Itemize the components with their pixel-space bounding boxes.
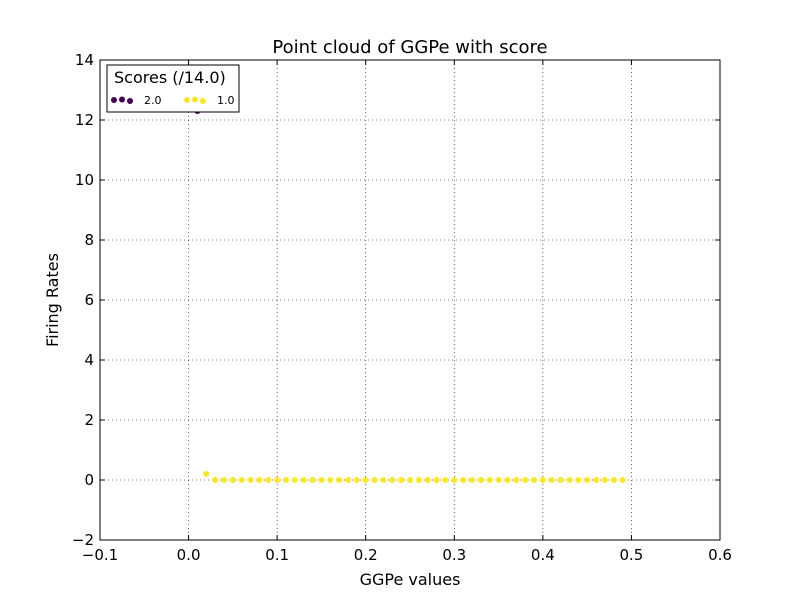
data-point: [398, 477, 405, 483]
y-axis-label: Firing Rates: [43, 253, 62, 347]
data-point: [203, 471, 210, 477]
x-axis-label: GGPe values: [360, 570, 461, 589]
y-tick-label: 8: [84, 231, 94, 249]
axis-ticks: −0.1 0.0 0.1 0.2 0.3 0.4 0.5 0.6 −2 0 2 4 6 8 10 12 14: [72, 51, 732, 564]
data-point: [486, 477, 493, 483]
x-tick-label: 0.0: [177, 546, 201, 564]
x-tick-label: 0.2: [354, 546, 378, 564]
y-tick-label: −2: [72, 531, 94, 549]
data-point: [584, 477, 591, 483]
legend-label: 2.0: [144, 94, 162, 107]
data-point: [345, 477, 351, 483]
data-point: [212, 477, 219, 483]
data-point: [433, 477, 440, 483]
x-tick-label: 0.5: [619, 546, 643, 564]
data-point: [274, 477, 281, 483]
data-point: [469, 477, 475, 483]
legend-marker: [192, 96, 198, 103]
data-point: [593, 477, 599, 483]
data-point: [407, 477, 413, 483]
data-point: [265, 477, 272, 483]
data-points: [194, 108, 626, 483]
y-tick-label: 6: [84, 291, 94, 309]
x-tick-label: 0.6: [708, 546, 732, 564]
data-point: [575, 477, 582, 483]
data-point: [424, 477, 431, 483]
data-point: [477, 477, 484, 483]
data-point: [327, 477, 334, 483]
data-point: [256, 477, 263, 483]
data-point: [362, 477, 369, 483]
y-tick-label: 4: [84, 351, 94, 369]
x-tick-label: 0.1: [265, 546, 289, 564]
data-point: [566, 477, 573, 483]
data-point: [451, 477, 458, 483]
data-point: [442, 477, 449, 483]
legend-label: 1.0: [217, 94, 235, 107]
y-tick-label: 0: [84, 471, 94, 489]
data-point: [371, 477, 378, 483]
data-point: [309, 477, 316, 483]
x-tick-label: 0.4: [531, 546, 555, 564]
legend: Scores (/14.0) 2.0 1.0: [106, 64, 240, 113]
data-point: [504, 477, 511, 483]
data-point: [531, 477, 537, 483]
data-point: [283, 477, 289, 483]
data-point: [238, 477, 245, 483]
chart-title: Point cloud of GGPe with score: [272, 37, 547, 58]
legend-entries: 2.0 1.0: [111, 94, 235, 107]
data-point: [610, 477, 617, 483]
data-point: [389, 477, 396, 483]
legend-box: [106, 64, 240, 113]
data-point: [548, 477, 555, 483]
legend-title: Scores (/14.0): [114, 68, 226, 87]
data-point: [557, 477, 564, 483]
data-point: [495, 477, 502, 483]
legend-marker: [127, 98, 133, 104]
data-point: [221, 477, 227, 483]
data-point: [291, 477, 298, 483]
data-point: [513, 477, 520, 483]
grid-lines: [100, 60, 720, 540]
data-point: [522, 477, 529, 483]
data-point: [415, 477, 422, 483]
data-point: [300, 477, 307, 483]
data-point: [539, 477, 546, 483]
legend-marker: [119, 96, 125, 103]
legend-marker: [184, 97, 190, 103]
data-point: [380, 477, 387, 483]
data-point: [247, 477, 254, 483]
data-point: [318, 477, 325, 483]
data-point: [336, 477, 343, 483]
y-tick-label: 10: [75, 171, 94, 189]
x-tick-label: 0.3: [442, 546, 466, 564]
y-tick-label: 12: [75, 111, 94, 129]
data-point: [353, 477, 360, 483]
data-point: [229, 477, 236, 483]
legend-marker: [200, 98, 206, 104]
data-point: [460, 477, 467, 483]
data-point: [619, 477, 626, 483]
data-point: [601, 477, 608, 483]
y-tick-label: 2: [84, 411, 94, 429]
y-tick-label: 14: [75, 51, 94, 69]
x-tick-label: −0.1: [82, 546, 118, 564]
legend-marker: [111, 97, 117, 103]
